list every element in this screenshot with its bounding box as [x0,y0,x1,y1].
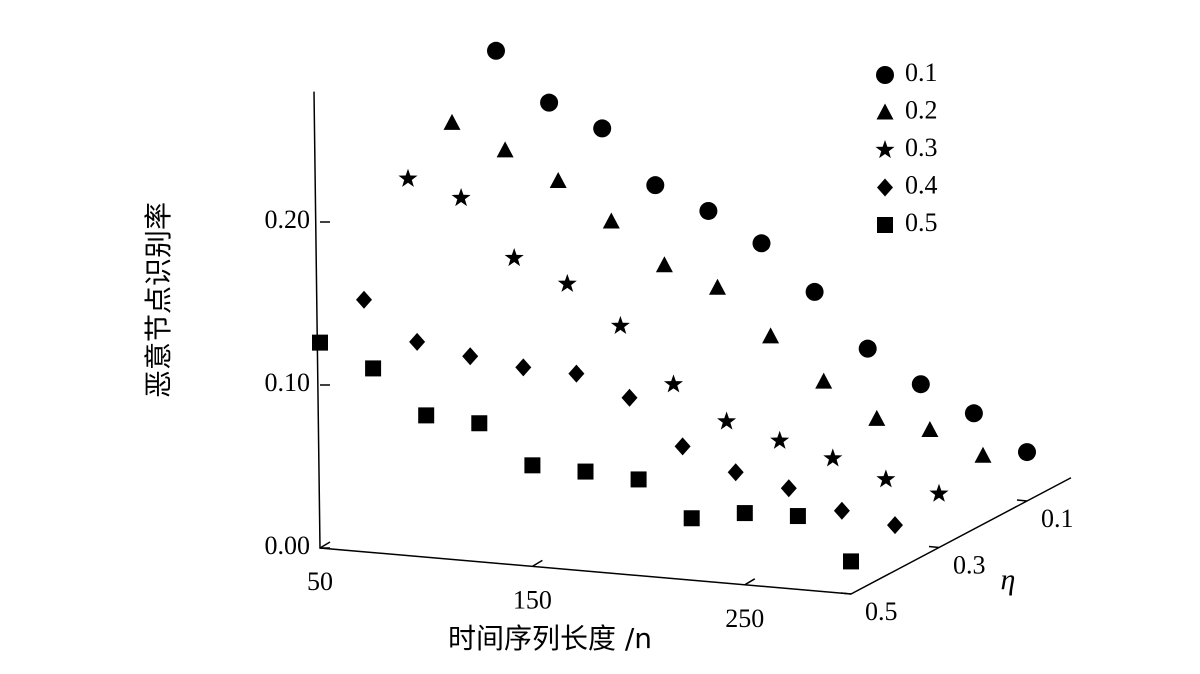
point [717,411,737,430]
point [496,141,514,158]
point [709,278,726,295]
legend-marker [875,140,895,159]
point [504,248,524,267]
point [515,358,532,377]
point [823,448,843,467]
point [974,446,992,463]
point [365,360,382,377]
point [610,315,630,335]
point [752,234,771,253]
point [921,421,939,437]
z-tick-label: 0.00 [265,531,311,560]
z-tick-label: 0.20 [265,205,311,234]
point [621,388,638,407]
point [762,327,780,344]
point [471,415,488,432]
point [549,172,567,189]
point [780,479,797,498]
x-tick [319,541,331,549]
point [602,212,620,229]
point [805,282,824,301]
legend-marker [877,178,893,197]
point [312,334,328,351]
point [451,188,471,207]
x-tick-label: 150 [513,585,552,614]
point [646,176,665,195]
point [462,347,479,366]
point [655,256,673,273]
point [736,505,753,522]
y-axis-label: η [1001,563,1016,596]
point [911,375,930,394]
point [770,430,790,449]
z-axis-label: 恶意节点识别率 [142,202,175,398]
point [727,463,744,482]
point [833,501,850,520]
point [699,201,718,220]
y-tick-label: 0.1 [1041,504,1074,533]
point [409,332,426,351]
point [398,168,418,187]
x-tick-label: 250 [725,604,764,633]
y-tick [928,545,940,549]
point [487,41,505,60]
point [356,290,372,309]
point [540,93,559,112]
point [929,483,949,502]
z-tick-label: 0.10 [265,368,311,397]
legend-label: 0.3 [905,133,938,162]
x-tick-label: 50 [307,567,333,596]
point [843,553,859,570]
point [593,119,612,138]
point [815,372,833,389]
point [858,339,877,358]
x-axis-label: 时间序列长度 /n [448,622,652,655]
legend-label: 0.1 [905,58,938,87]
y-tick [1016,499,1028,502]
point [789,508,806,525]
point [1018,443,1036,462]
point [557,273,577,292]
point [663,374,684,393]
legend-label: 0.4 [905,170,938,199]
point [674,437,691,456]
point [887,516,903,535]
legend-marker [876,66,894,84]
legend-label: 0.2 [905,95,938,124]
legend-marker [877,217,893,233]
y-tick [840,592,852,595]
point [524,457,541,474]
point [577,463,594,480]
y-tick-label: 0.3 [953,550,986,579]
x-tick [744,578,756,586]
point [868,409,886,426]
point [443,113,461,130]
point [630,471,647,488]
legend-label: 0.5 [905,208,938,237]
axis-lines [313,91,1072,595]
point [568,364,585,383]
y-tick-label: 0.5 [865,597,898,626]
point [418,407,435,424]
legend-marker [876,103,894,120]
point [964,404,983,423]
point [876,469,896,488]
point [683,510,700,527]
x-tick [532,559,543,568]
